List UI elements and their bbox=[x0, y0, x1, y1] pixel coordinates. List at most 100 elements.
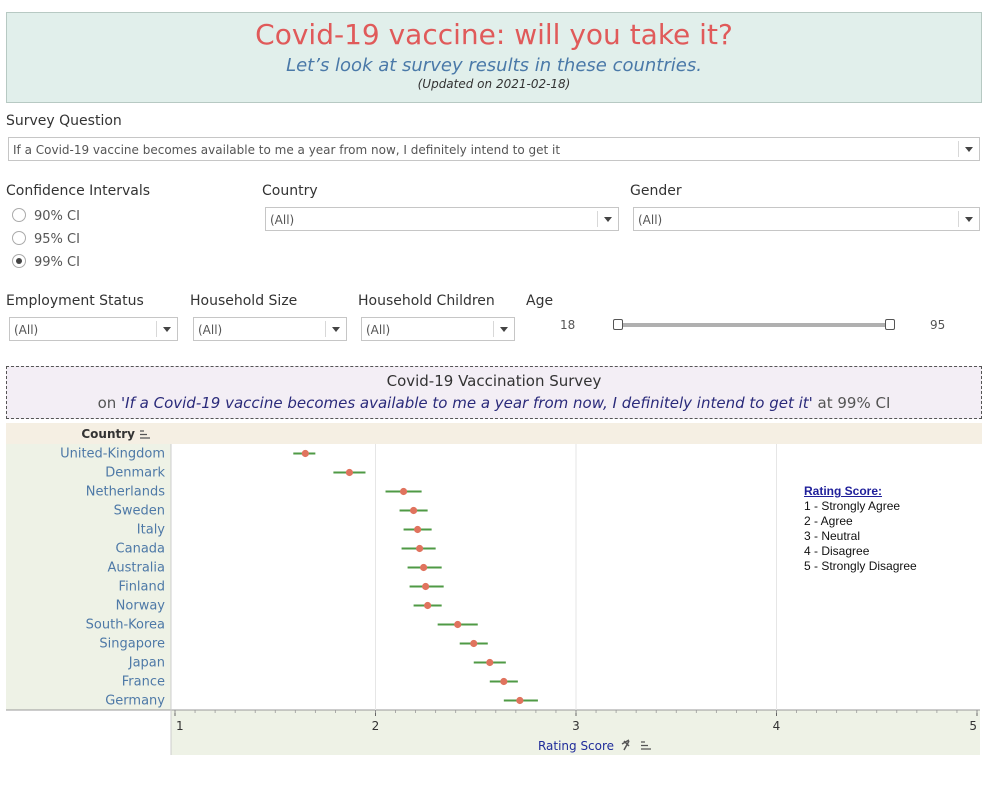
country-label: France bbox=[122, 675, 165, 690]
sort-icon bbox=[140, 430, 150, 439]
radio-circle-icon bbox=[12, 208, 26, 222]
chart-title: Covid-19 Vaccination Survey bbox=[386, 372, 602, 390]
chart-subtitle-prefix: on bbox=[97, 394, 117, 412]
x-tick-label: 4 bbox=[773, 719, 781, 733]
value-axis-panel bbox=[171, 710, 980, 755]
x-tick-label: 5 bbox=[969, 719, 977, 733]
dropdown-divider bbox=[958, 211, 959, 227]
age-filter-label: Age bbox=[526, 293, 554, 309]
legend-title: Rating Score: bbox=[804, 484, 883, 498]
country-label: Netherlands bbox=[86, 485, 165, 500]
country-label: Norway bbox=[116, 599, 166, 614]
rating-point bbox=[414, 525, 422, 534]
household-size-value: (All) bbox=[198, 323, 223, 337]
country-column-header: Country bbox=[81, 427, 135, 441]
household-size-label: Household Size bbox=[190, 293, 298, 309]
legend-item: 2 - Agree bbox=[804, 514, 853, 528]
household-children-label: Household Children bbox=[358, 293, 495, 309]
dropdown-divider bbox=[325, 321, 326, 337]
legend-item: 5 - Strongly Disagree bbox=[804, 559, 917, 573]
dropdown-divider bbox=[597, 211, 598, 227]
rating-score-legend: Rating Score: 1 - Strongly Agree 2 - Agr… bbox=[804, 484, 917, 574]
employment-status-value: (All) bbox=[14, 323, 39, 337]
rating-point bbox=[470, 639, 478, 648]
country-label: Japan bbox=[128, 656, 165, 671]
household-children-value: (All) bbox=[366, 323, 391, 337]
employment-status-label: Employment Status bbox=[6, 293, 144, 309]
chevron-down-icon bbox=[965, 147, 973, 152]
rating-point bbox=[454, 620, 462, 629]
rating-point bbox=[500, 677, 508, 686]
country-label: Finland bbox=[119, 580, 165, 595]
country-label: Singapore bbox=[99, 637, 165, 652]
country-label: Australia bbox=[107, 561, 165, 576]
radio-selected-icon bbox=[12, 254, 26, 268]
country-label: United-Kingdom bbox=[60, 447, 165, 462]
survey-question-label: Survey Question bbox=[6, 113, 122, 129]
legend-item: 4 - Disagree bbox=[804, 544, 870, 558]
radio-90-ci[interactable]: 90% CI bbox=[12, 208, 80, 224]
chart-title-box: Covid-19 Vaccination Survey on 'If a Cov… bbox=[6, 366, 982, 419]
rating-point bbox=[409, 506, 418, 515]
legend-item: 1 - Strongly Agree bbox=[804, 499, 901, 513]
country-label: Germany bbox=[105, 694, 165, 709]
age-slider-min-handle[interactable] bbox=[613, 319, 623, 330]
legend-item: 3 - Neutral bbox=[804, 529, 861, 543]
dashboard-subtitle: Let’s look at survey results in these co… bbox=[286, 55, 702, 76]
age-slider-track[interactable] bbox=[618, 323, 890, 327]
country-label: Italy bbox=[137, 523, 166, 538]
rating-point bbox=[399, 487, 408, 496]
employment-status-dropdown[interactable]: (All) bbox=[9, 317, 178, 341]
survey-question-dropdown[interactable]: If a Covid-19 vaccine becomes available … bbox=[8, 137, 980, 161]
gender-dropdown[interactable]: (All) bbox=[633, 207, 980, 231]
radio-label: 90% CI bbox=[34, 209, 80, 224]
dropdown-divider bbox=[493, 321, 494, 337]
age-max-value: 95 bbox=[930, 318, 946, 332]
rating-point bbox=[420, 563, 428, 572]
chart-subtitle-suffix: at 99% CI bbox=[817, 394, 891, 412]
x-axis-title: Rating Score bbox=[538, 739, 614, 753]
dropdown-divider bbox=[156, 321, 157, 337]
confidence-intervals-label: Confidence Intervals bbox=[6, 183, 151, 199]
radio-99-ci[interactable]: 99% CI bbox=[12, 254, 80, 270]
x-tick-label: 3 bbox=[572, 719, 580, 733]
country-filter-label: Country bbox=[262, 183, 318, 199]
gender-filter-label: Gender bbox=[630, 183, 682, 199]
household-children-dropdown[interactable]: (All) bbox=[361, 317, 515, 341]
updated-date: (Updated on 2021-02-18) bbox=[417, 77, 571, 91]
x-tick-label: 1 bbox=[176, 719, 184, 733]
rating-point bbox=[486, 658, 494, 667]
rating-point bbox=[345, 468, 354, 477]
dashboard-header: Covid-19 vaccine: will you take it? Let’… bbox=[6, 12, 982, 103]
rating-point bbox=[416, 544, 424, 553]
gender-value: (All) bbox=[638, 213, 663, 227]
chevron-down-icon bbox=[332, 327, 340, 332]
chevron-down-icon bbox=[500, 327, 508, 332]
radio-circle-icon bbox=[12, 231, 26, 245]
age-slider-max-handle[interactable] bbox=[885, 319, 895, 330]
rating-point bbox=[516, 696, 524, 705]
survey-question-value: If a Covid-19 vaccine becomes available … bbox=[13, 143, 561, 157]
chevron-down-icon bbox=[965, 217, 973, 222]
radio-95-ci[interactable]: 95% CI bbox=[12, 231, 80, 247]
radio-label: 99% CI bbox=[34, 255, 80, 270]
chart-header-band bbox=[6, 423, 982, 444]
pin-icon bbox=[621, 739, 630, 751]
radio-label: 95% CI bbox=[34, 232, 80, 247]
country-dropdown[interactable]: (All) bbox=[265, 207, 619, 231]
category-axis-panel bbox=[6, 444, 171, 710]
country-label: Sweden bbox=[114, 504, 165, 519]
age-min-value: 18 bbox=[560, 318, 576, 332]
dashboard-title: Covid-19 vaccine: will you take it? bbox=[255, 18, 733, 51]
rating-point bbox=[422, 582, 430, 591]
chevron-down-icon bbox=[604, 217, 612, 222]
chart-subtitle: on 'If a Covid-19 vaccine becomes availa… bbox=[97, 394, 891, 412]
sort-icon bbox=[641, 741, 651, 750]
chart-subtitle-question: If a Covid-19 vaccine becomes available … bbox=[125, 394, 809, 412]
rating-point bbox=[301, 449, 309, 458]
household-size-dropdown[interactable]: (All) bbox=[193, 317, 347, 341]
country-value: (All) bbox=[270, 213, 295, 227]
x-tick-label: 2 bbox=[372, 719, 380, 733]
country-label: Denmark bbox=[105, 466, 165, 481]
dropdown-divider bbox=[958, 141, 959, 157]
